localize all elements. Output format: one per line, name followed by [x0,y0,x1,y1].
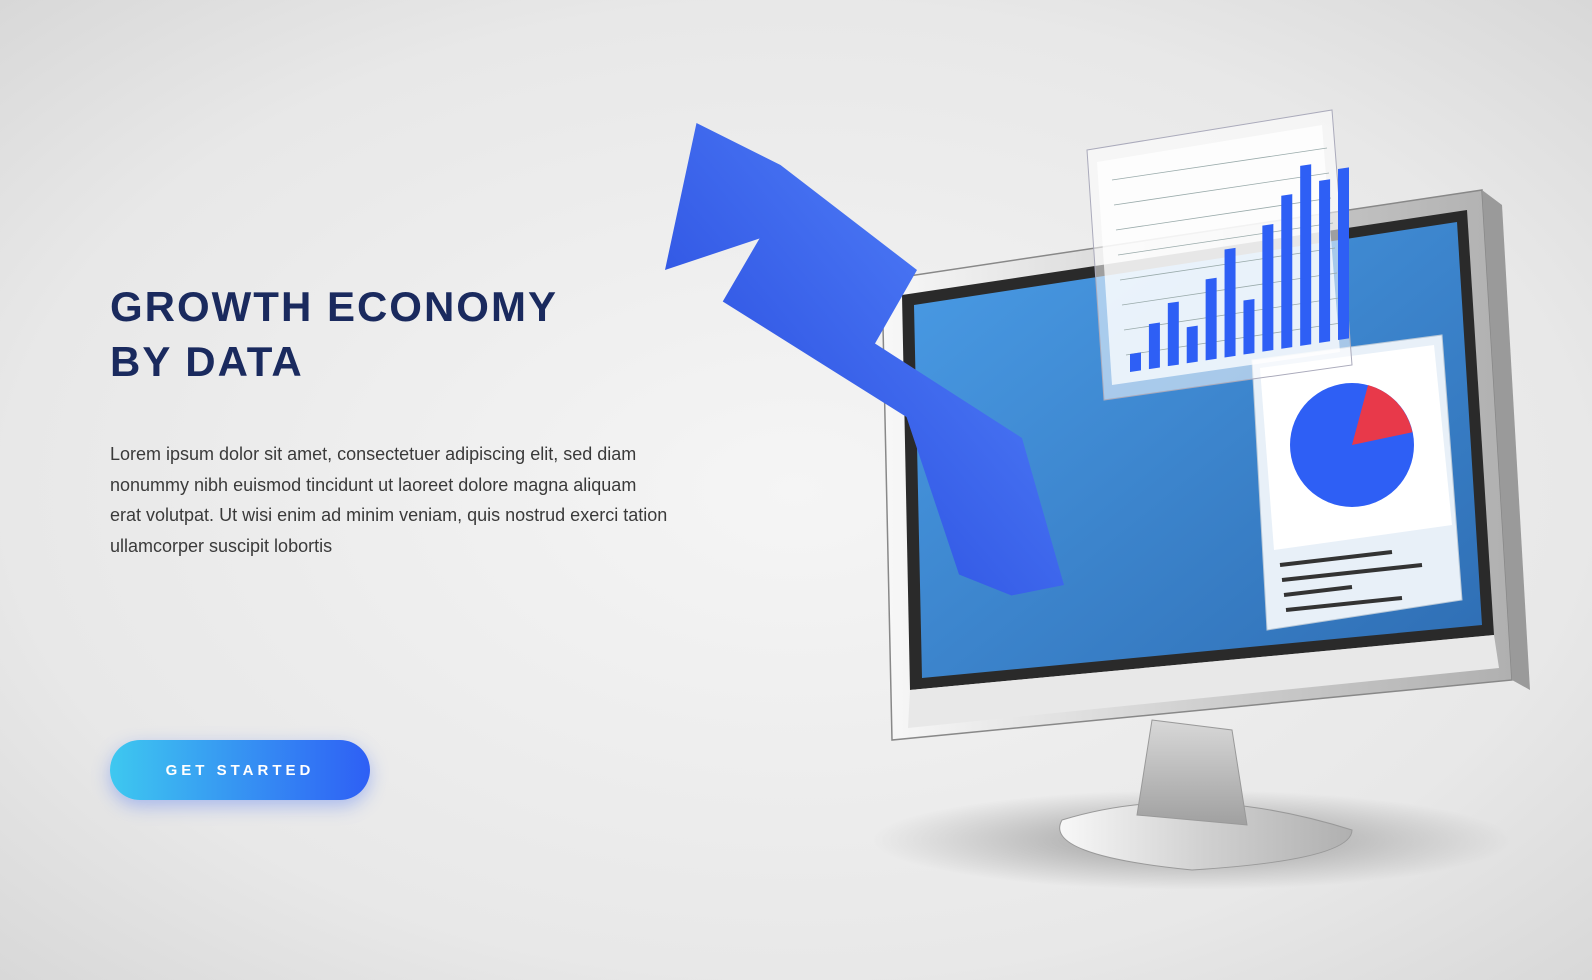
monitor-stand-neck [1137,720,1247,825]
heading-line-1: GROWTH ECONOMY [110,283,558,330]
hero-illustration [632,80,1532,900]
pie-chart-card [1252,335,1462,630]
page-heading: GROWTH ECONOMY BY DATA [110,280,670,389]
heading-line-2: BY DATA [110,338,304,385]
bar-chart-card [1087,110,1352,400]
body-paragraph: Lorem ipsum dolor sit amet, consectetuer… [110,439,670,561]
get-started-button[interactable]: GET STARTED [110,740,370,800]
